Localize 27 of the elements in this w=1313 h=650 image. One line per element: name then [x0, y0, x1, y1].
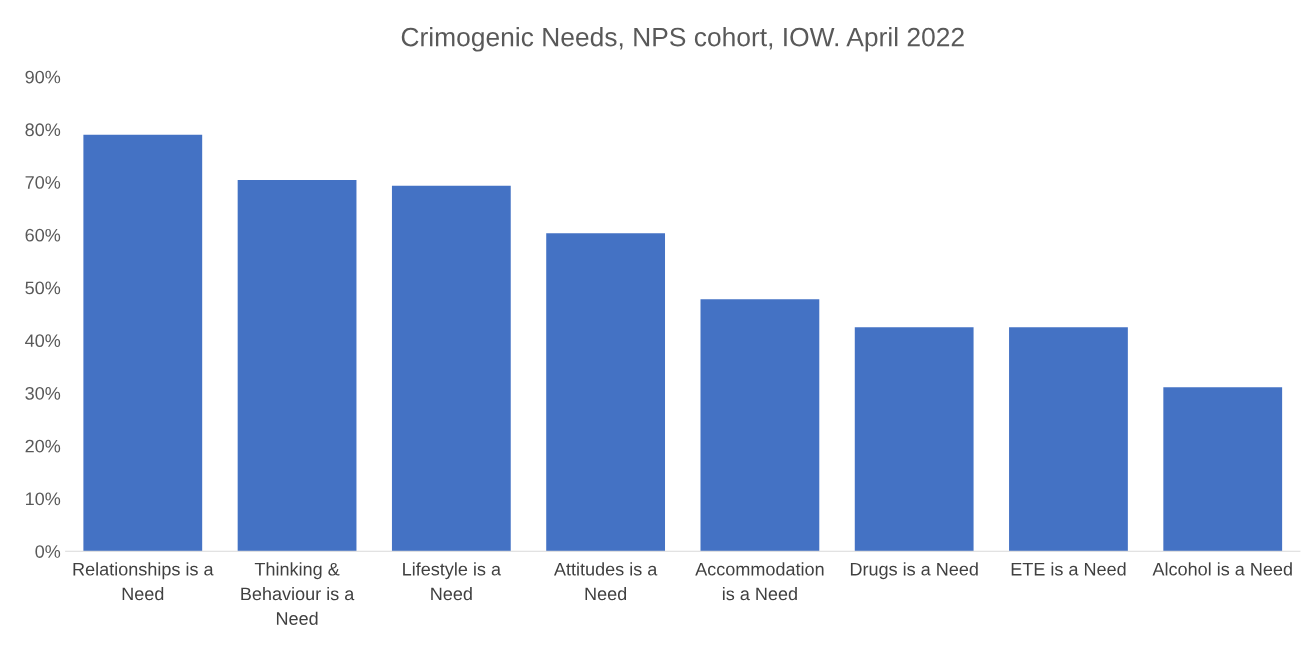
y-tick-label: 40%: [25, 334, 61, 348]
x-tick-label: Relationships is a Need: [73, 562, 214, 601]
chart-title: Crimogenic Needs, NPS cohort, IOW. April 2022: [401, 27, 964, 52]
x-tick-label: Attitudes is a Need: [553, 562, 658, 601]
y-tick-label: 20%: [25, 439, 61, 453]
bar: [1163, 387, 1283, 552]
y-tick-label: 60%: [25, 228, 61, 242]
x-tick-label: Lifestyle is a Need: [403, 562, 502, 601]
x-tick-label: Alcohol is a Need: [1152, 562, 1292, 576]
y-tick-label: 10%: [26, 492, 61, 506]
y-tick-label: 90%: [25, 70, 61, 84]
bar: [854, 327, 974, 552]
bar: [1009, 327, 1128, 552]
y-tick-label: 80%: [25, 123, 61, 137]
x-tick-label: Accommodation is a Need: [695, 562, 824, 601]
x-tick-label: Thinking & Behaviour is a Need: [241, 562, 355, 625]
bar: [83, 134, 203, 552]
bar: [391, 185, 511, 552]
bar: [546, 233, 666, 552]
bar: [700, 299, 820, 552]
x-tick-label: Drugs is a Need: [850, 562, 978, 580]
bar: [237, 180, 357, 552]
y-tick-label: 30%: [25, 386, 61, 400]
y-tick-label: 70%: [25, 176, 61, 189]
x-tick-label: ETE is a Need: [1011, 562, 1126, 576]
y-tick-label: 0%: [35, 545, 61, 558]
y-tick-label: 50%: [25, 281, 61, 295]
